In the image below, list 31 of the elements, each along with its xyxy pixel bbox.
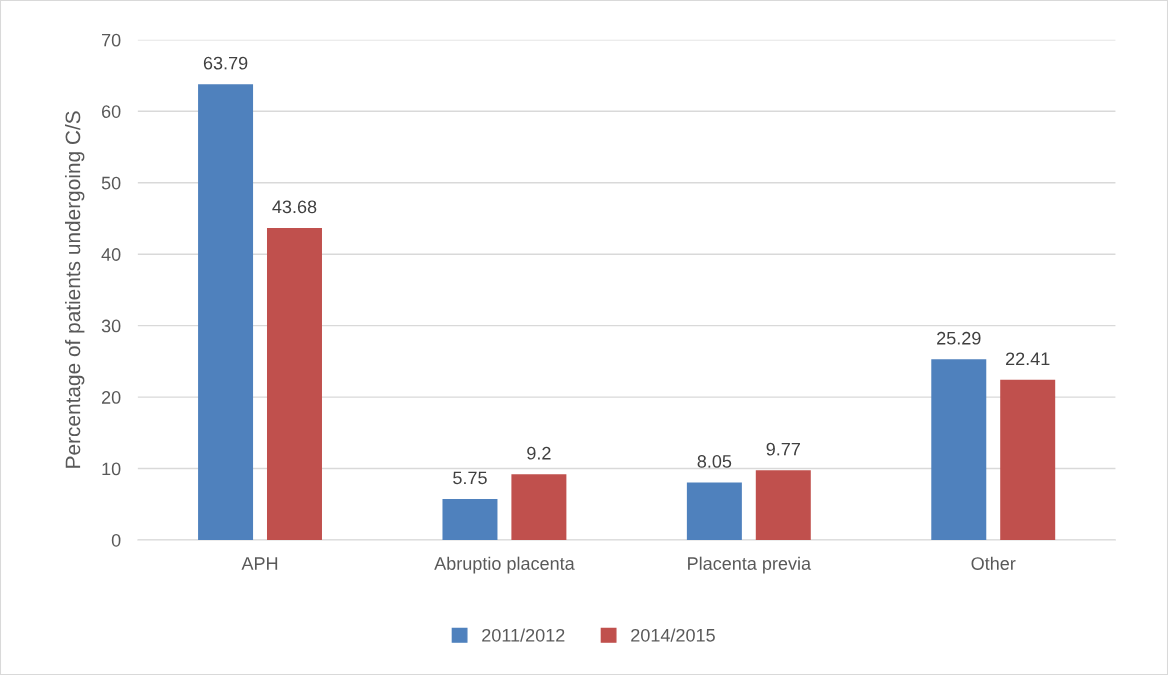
legend-label: 2014/2015 (631, 628, 715, 642)
x-tick-label: APH (241, 557, 278, 570)
bar (442, 498, 498, 540)
data-label: 43.68 (272, 200, 317, 214)
y-tick-label: 20 (101, 391, 121, 404)
data-label: 9.77 (766, 442, 800, 456)
y-axis-title: Percentage of patients undergoing C/S (64, 111, 85, 468)
y-tick-label: 70 (102, 33, 121, 47)
x-tick-label: Placenta previa (688, 556, 812, 574)
bar (511, 474, 567, 540)
data-label: 22.41 (1006, 352, 1050, 366)
x-tick-label: Other (971, 556, 1016, 570)
bar (198, 84, 254, 540)
y-tick-label: 10 (102, 462, 121, 476)
bar (931, 359, 987, 540)
data-label: 25.29 (937, 331, 981, 345)
y-tick-label: 40 (101, 248, 121, 261)
bar (686, 482, 742, 540)
data-label: 8.05 (697, 455, 732, 468)
bar (266, 227, 322, 540)
y-tick-label: 50 (101, 176, 121, 190)
data-label: 9.2 (527, 446, 551, 460)
y-tick-label: 60 (101, 105, 121, 118)
bar (1000, 379, 1056, 540)
bar (755, 470, 811, 540)
y-tick-label: 30 (101, 319, 121, 333)
legend-label: 2011/2012 (482, 628, 565, 642)
y-tick-label: 0 (111, 533, 121, 547)
data-label: 5.75 (453, 471, 487, 485)
x-tick-label: Abruptio placenta (434, 556, 575, 574)
data-label: 63.79 (203, 56, 248, 70)
